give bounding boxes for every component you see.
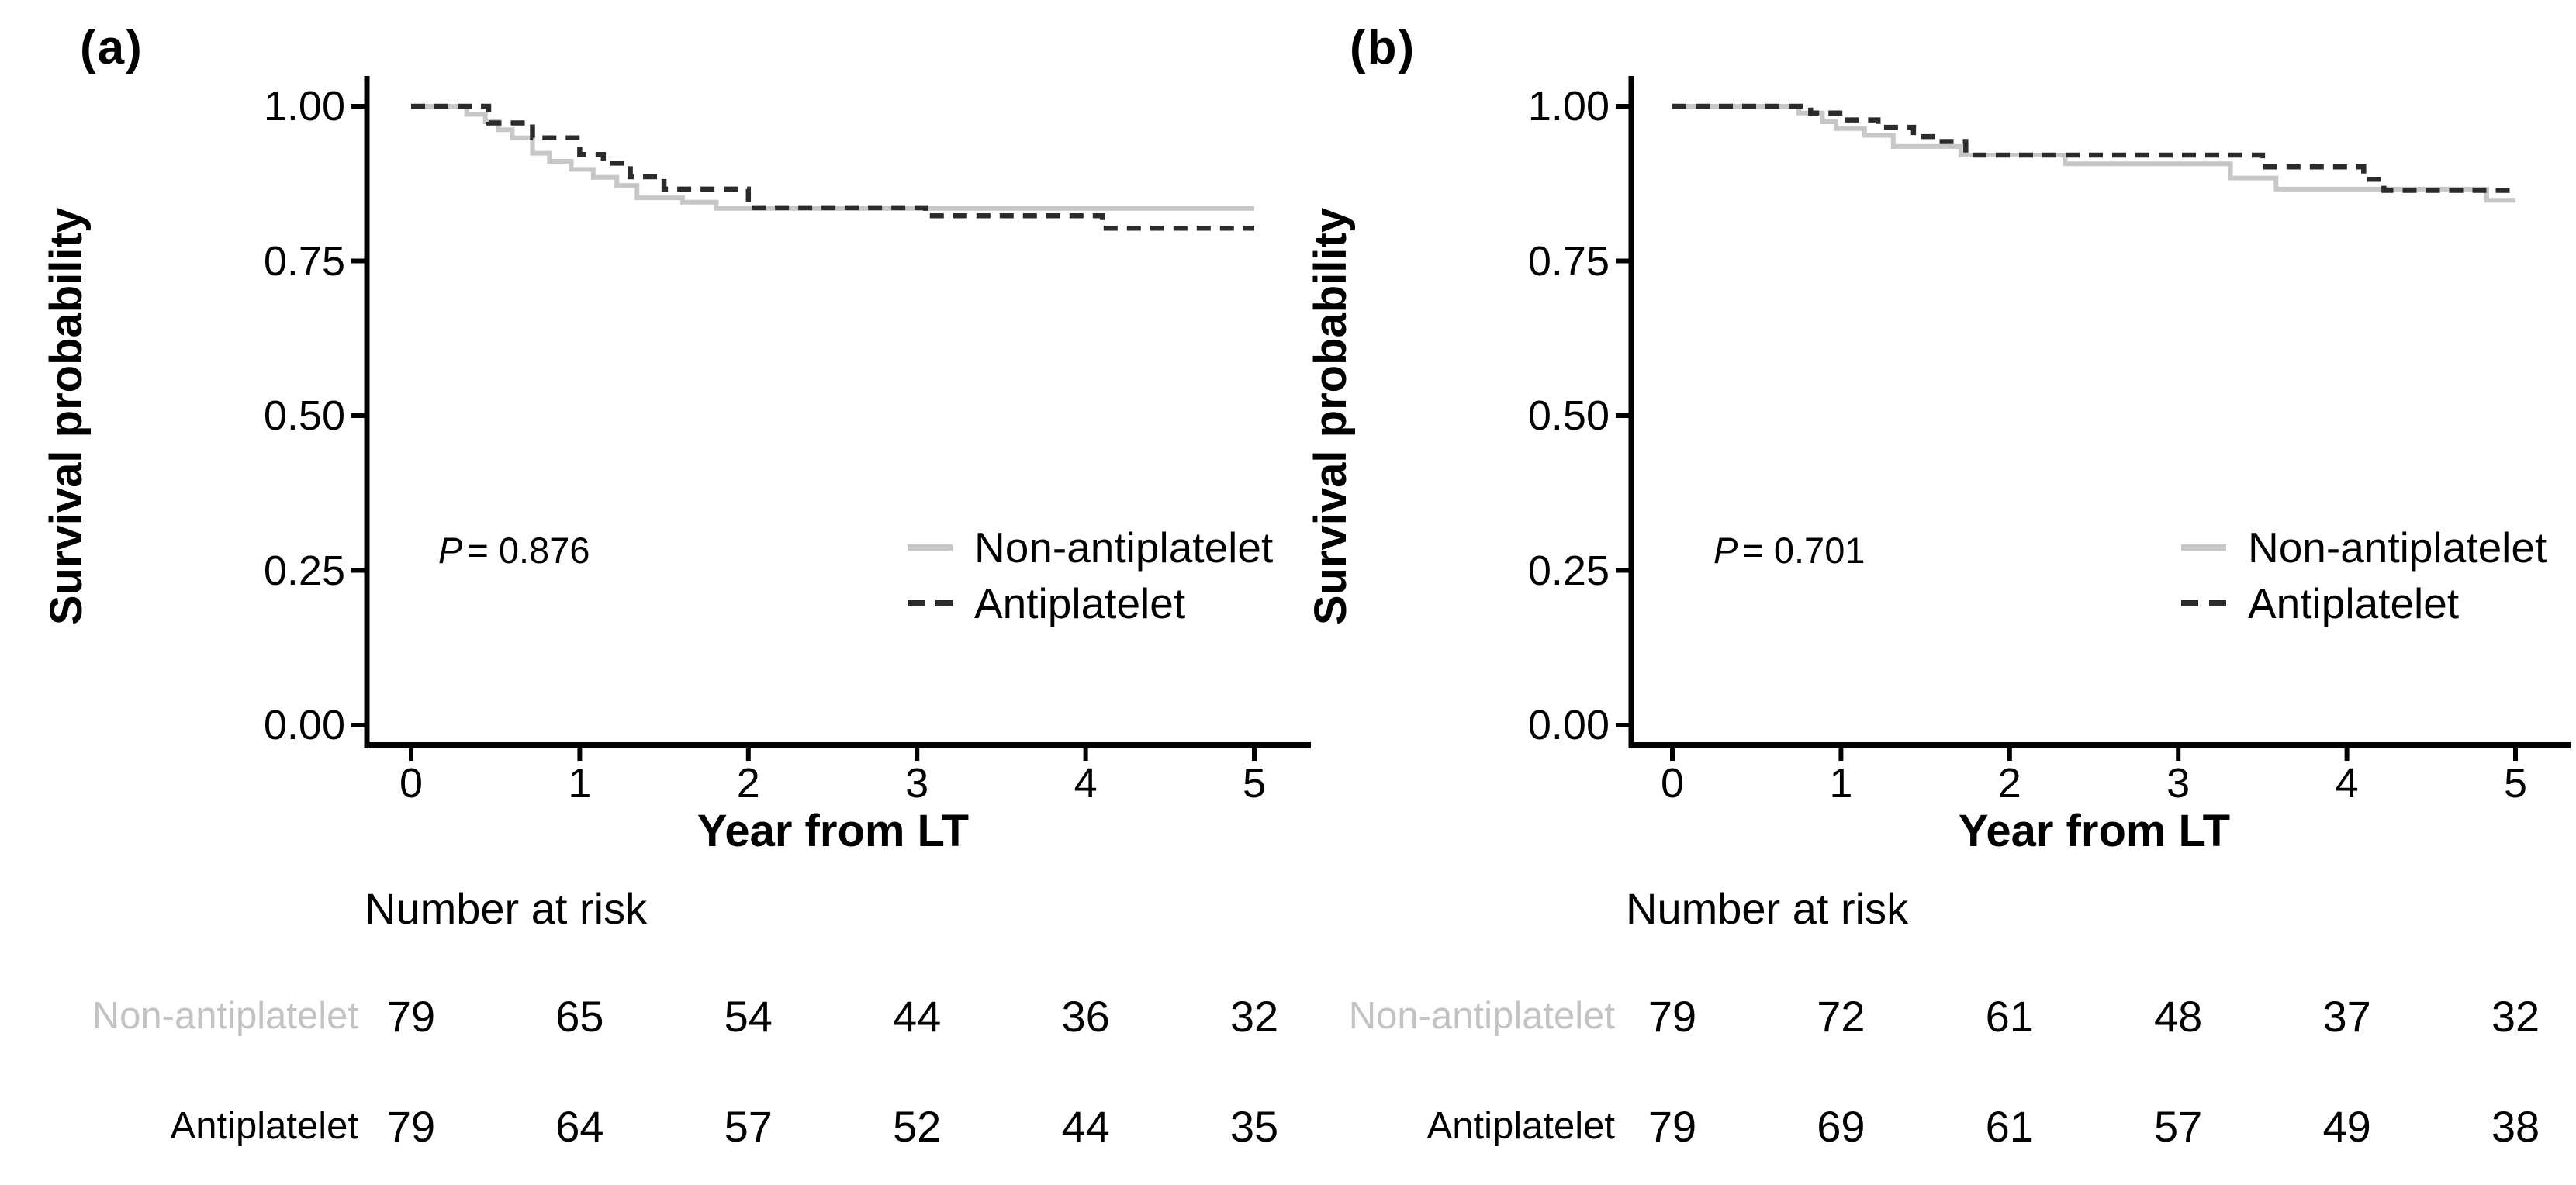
risk-count: 49 bbox=[2322, 1102, 2371, 1151]
panel-a-x-axis-title: Year from LT bbox=[697, 806, 970, 856]
solid-gray-line-key-icon bbox=[908, 544, 953, 551]
y-tick-label: 1.00 bbox=[1527, 83, 1610, 130]
panel-a-risk-table-header: Number at risk bbox=[365, 884, 648, 933]
risk-count: 65 bbox=[555, 992, 604, 1041]
risk-count: 79 bbox=[386, 1102, 436, 1151]
risk-count: 79 bbox=[386, 992, 436, 1041]
panel-b-pvalue-number: = 0.701 bbox=[1742, 530, 1865, 571]
y-tick-label: 0.25 bbox=[263, 547, 345, 594]
x-tick-label: 2 bbox=[736, 760, 760, 807]
panel-a-pvalue-symbol: P bbox=[438, 530, 463, 571]
panel-b-risk-row-label-antiplatelet: Antiplatelet bbox=[1426, 1105, 1615, 1147]
survival-curve-non-antiplatelet bbox=[1672, 104, 2515, 203]
panel-a-risk-row-label-non-antiplatelet: Non-antiplatelet bbox=[92, 995, 358, 1037]
y-tick-label: 0.25 bbox=[1527, 547, 1610, 594]
risk-count: 37 bbox=[2322, 992, 2371, 1041]
x-tick-label: 5 bbox=[1242, 760, 1267, 807]
panel-a-label: (a) bbox=[80, 21, 143, 74]
risk-count: 79 bbox=[1648, 1102, 1697, 1151]
legend-label: Antiplatelet bbox=[974, 579, 1186, 627]
x-tick-label: 1 bbox=[568, 760, 592, 807]
x-tick-label: 4 bbox=[2335, 760, 2359, 807]
panel-b-risk-row-label-non-antiplatelet: Non-antiplatelet bbox=[1348, 995, 1615, 1037]
x-tick-label: 0 bbox=[1660, 760, 1685, 807]
survival-curve-antiplatelet bbox=[411, 103, 1254, 231]
x-tick-label: 2 bbox=[1997, 760, 2021, 807]
y-tick-label: 0.50 bbox=[1527, 392, 1610, 439]
risk-count: 44 bbox=[893, 992, 942, 1041]
y-tick-label: 0.50 bbox=[263, 392, 345, 439]
risk-count: 38 bbox=[2491, 1102, 2540, 1151]
risk-count: 52 bbox=[893, 1102, 942, 1151]
panel-b-legend-item-non-antiplatelet: Non-antiplatelet bbox=[2181, 523, 2547, 572]
risk-count: 32 bbox=[2491, 992, 2540, 1041]
x-tick-label: 5 bbox=[2503, 760, 2528, 807]
x-tick-label: 3 bbox=[2166, 760, 2190, 807]
risk-count: 35 bbox=[1229, 1102, 1279, 1151]
y-tick-label: 0.00 bbox=[263, 702, 345, 748]
risk-count: 32 bbox=[1229, 992, 1279, 1041]
survival-curve-non-antiplatelet bbox=[411, 104, 1254, 211]
panel-b-risk-table-header: Number at risk bbox=[1626, 884, 1909, 933]
risk-count: 48 bbox=[2154, 992, 2203, 1041]
risk-count: 79 bbox=[1648, 992, 1697, 1041]
risk-count: 61 bbox=[1985, 992, 2034, 1041]
y-tick-label: 0.75 bbox=[1527, 237, 1610, 285]
panel-a-legend-item-non-antiplatelet: Non-antiplatelet bbox=[908, 523, 1274, 572]
y-tick-label: 0.75 bbox=[263, 237, 345, 285]
legend-label: Antiplatelet bbox=[2248, 579, 2460, 627]
dashed-black-line-key-icon bbox=[908, 600, 953, 606]
panel-b-label: (b) bbox=[1350, 21, 1416, 74]
risk-count: 69 bbox=[1817, 1102, 1865, 1151]
panel-b-pvalue: P = 0.701 bbox=[1713, 529, 1865, 572]
risk-count: 44 bbox=[1061, 1102, 1110, 1151]
x-tick-label: 1 bbox=[1829, 760, 1853, 807]
x-tick-label: 4 bbox=[1074, 760, 1098, 807]
solid-gray-line-key-icon bbox=[2181, 544, 2226, 551]
risk-count: 72 bbox=[1817, 992, 1865, 1041]
legend-label: Non-antiplatelet bbox=[2248, 523, 2547, 572]
panel-a-pvalue-number: = 0.876 bbox=[467, 530, 590, 571]
legend-label: Non-antiplatelet bbox=[974, 523, 1274, 572]
dashed-black-line-key-icon bbox=[2181, 600, 2226, 606]
y-tick-label: 1.00 bbox=[263, 83, 345, 130]
y-tick-label: 0.00 bbox=[1527, 702, 1610, 748]
risk-count: 57 bbox=[2154, 1102, 2203, 1151]
x-tick-label: 0 bbox=[399, 760, 424, 807]
survival-curve-antiplatelet bbox=[1672, 103, 2515, 193]
panel-a-legend-item-antiplatelet: Antiplatelet bbox=[908, 579, 1186, 627]
panel-b-legend-item-antiplatelet: Antiplatelet bbox=[2181, 579, 2460, 627]
panel-a-risk-row-label-antiplatelet: Antiplatelet bbox=[170, 1105, 358, 1147]
panel-b-x-axis-title: Year from LT bbox=[1958, 806, 2231, 856]
panel-b-y-axis-title: Survival probability bbox=[1305, 207, 1356, 626]
risk-count: 54 bbox=[724, 992, 773, 1041]
risk-count: 57 bbox=[724, 1102, 773, 1151]
x-tick-label: 3 bbox=[905, 760, 929, 807]
risk-count: 36 bbox=[1061, 992, 1110, 1041]
risk-count: 64 bbox=[555, 1102, 604, 1151]
panel-a-pvalue: P = 0.876 bbox=[438, 529, 590, 572]
risk-count: 61 bbox=[1985, 1102, 2034, 1151]
panel-b-pvalue-symbol: P bbox=[1713, 530, 1738, 571]
panel-a-y-axis-title: Survival probability bbox=[41, 207, 92, 626]
